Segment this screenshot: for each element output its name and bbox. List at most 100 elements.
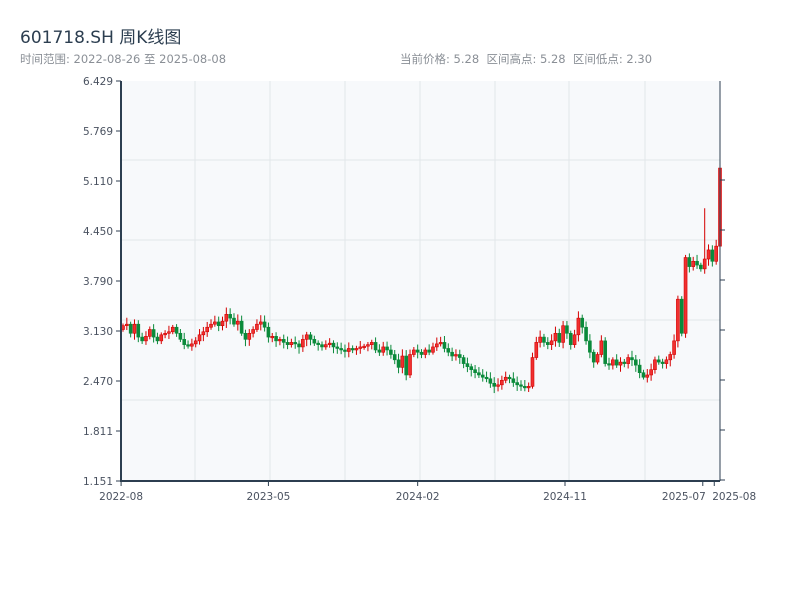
candle-body [408, 354, 412, 376]
candle-body [442, 342, 447, 349]
candle [312, 335, 317, 346]
candle-body [331, 342, 336, 348]
candle [603, 337, 607, 367]
candle [599, 335, 604, 358]
candle-body [182, 339, 187, 345]
candle-body [293, 342, 298, 345]
candle-body [377, 349, 382, 353]
candle-body [591, 351, 596, 363]
axes: 6.429 5.769 5.110 4.450 3.790 3.130 2.470 1.811… [83, 76, 756, 503]
candle [366, 341, 370, 352]
candle-body [457, 354, 462, 358]
candle [442, 335, 447, 353]
candle-body [335, 346, 340, 349]
candle [450, 347, 454, 362]
candle-body [576, 317, 581, 336]
candle-body [392, 354, 397, 361]
candle [170, 324, 175, 335]
candle-body [454, 354, 458, 357]
candle [327, 338, 332, 348]
candle [446, 343, 451, 357]
candle-body [431, 346, 435, 353]
candle-body [159, 334, 164, 342]
candle [664, 356, 669, 369]
candle [557, 328, 562, 347]
candle-body [496, 384, 500, 387]
candle-body [668, 354, 673, 361]
candle-body [255, 323, 259, 330]
candle [163, 330, 167, 339]
candle-body [232, 317, 236, 325]
candle-body [301, 339, 305, 348]
candle-body [438, 342, 443, 345]
candle-body [584, 326, 588, 342]
candle-body [691, 260, 696, 267]
candle [201, 326, 206, 342]
candle-body [197, 334, 202, 342]
candle-body [258, 321, 263, 325]
candle-body [278, 339, 282, 342]
candle [144, 331, 148, 345]
candle-body [565, 325, 569, 334]
candle-body [167, 331, 171, 334]
candle [270, 332, 275, 343]
candle-body [174, 326, 179, 334]
candle-body [243, 332, 248, 340]
candle [400, 349, 405, 374]
candle-body [614, 359, 619, 366]
candle [239, 315, 244, 336]
candle [484, 371, 489, 383]
candle-body [163, 332, 167, 336]
candle-body [270, 336, 275, 339]
candle-body [507, 376, 512, 380]
candle-body [373, 342, 378, 351]
candle-body [702, 258, 707, 270]
candle-body [178, 332, 183, 340]
candle-body [339, 348, 343, 351]
candle-body [350, 348, 355, 351]
y-tick-label: 2.470 [83, 376, 113, 388]
candle [396, 353, 401, 374]
candle [480, 369, 485, 382]
candle [236, 314, 240, 331]
candle-body [637, 364, 642, 374]
candle [343, 344, 347, 358]
candle [324, 340, 328, 350]
candle [193, 337, 198, 348]
candle [209, 319, 213, 330]
candle-body [201, 331, 206, 336]
candle [461, 354, 466, 369]
candle [182, 332, 187, 350]
candle [630, 350, 634, 367]
candle [588, 334, 592, 359]
candle [415, 344, 420, 359]
candle-body [545, 342, 550, 345]
candle [255, 319, 259, 332]
candle-body [140, 336, 144, 342]
candle-body [469, 366, 474, 370]
candle [523, 380, 527, 392]
candle [526, 382, 531, 392]
candle-body [415, 349, 420, 353]
candle-body [683, 257, 688, 334]
candle-body [622, 361, 627, 364]
candle [389, 344, 393, 359]
candle [251, 326, 255, 338]
candle-body [297, 343, 301, 348]
candle [155, 332, 160, 345]
candle-body [389, 349, 393, 355]
candle-body [404, 355, 408, 376]
candle [369, 339, 374, 350]
candle [473, 364, 477, 379]
candle [496, 378, 500, 392]
candle-body [572, 334, 577, 345]
candle [266, 322, 271, 343]
candle-body [366, 344, 370, 347]
candle [427, 344, 431, 356]
candle [381, 341, 386, 356]
candle [213, 315, 217, 327]
candle [151, 324, 156, 343]
candle [320, 341, 324, 351]
candle [595, 352, 600, 365]
candle-body [304, 334, 309, 340]
